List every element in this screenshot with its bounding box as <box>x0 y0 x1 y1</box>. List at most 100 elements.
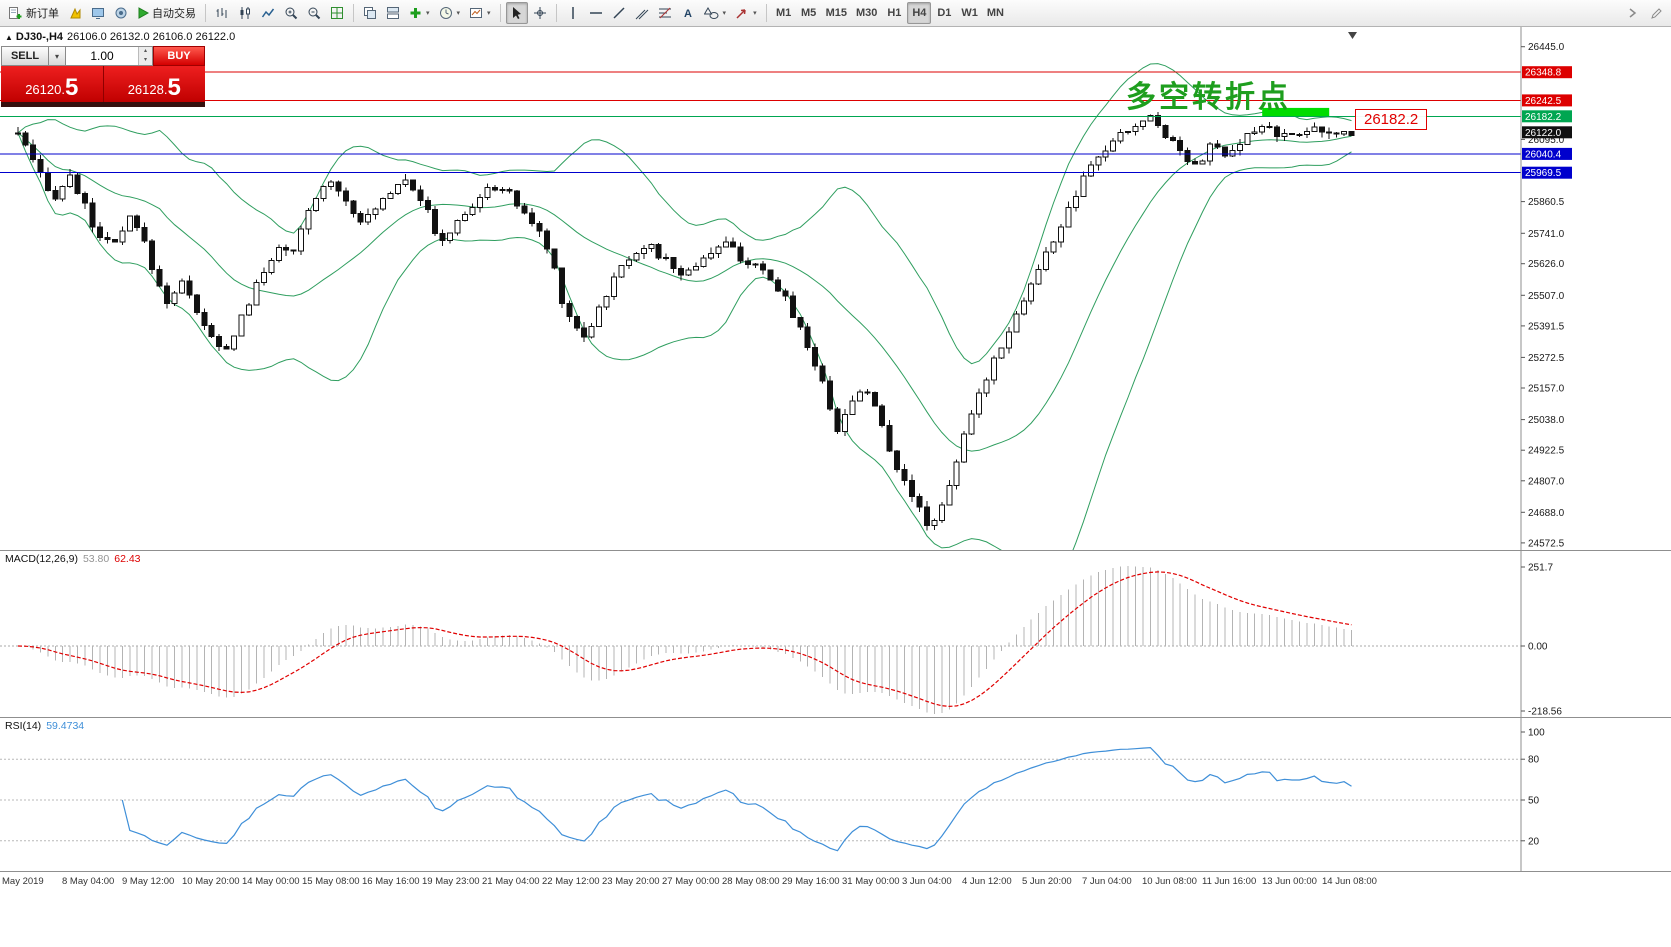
bar-chart-button[interactable] <box>211 2 233 24</box>
time-axis-label: 14 Jun 08:00 <box>1322 876 1377 887</box>
timeframe-button-d1[interactable]: D1 <box>932 2 956 24</box>
toolbar-more-icon <box>1629 8 1637 18</box>
line-chart-button[interactable] <box>257 2 279 24</box>
cursor-icon <box>513 7 522 19</box>
macd-indicator-label: MACD(12,26,9) 53.80 62.43 <box>5 553 141 565</box>
toolbar-more-button[interactable] <box>1622 2 1644 24</box>
dropdown-caret-icon: ▾ <box>456 10 461 17</box>
timeframe-button-mn[interactable]: MN <box>983 2 1008 24</box>
new-order-label: 新订单 <box>26 8 59 20</box>
volume-input-wrap: ▴ ▾ <box>66 46 153 66</box>
time-axis[interactable]: May 2019 8 May 04:00 9 May 12:00 10 May 20:… <box>0 871 1671 894</box>
chart-shift-marker[interactable] <box>1348 32 1357 39</box>
dropdown-caret-icon: ▾ <box>426 10 430 17</box>
svg-text:25626.0: 25626.0 <box>1528 259 1565 270</box>
price-callout-label[interactable]: 26182.2 <box>1355 109 1428 130</box>
time-axis-label: 7 Jun 04:00 <box>1082 876 1132 887</box>
buy-price-button[interactable]: 26128. 5 <box>103 66 205 102</box>
timeframe-button-w1[interactable]: W1 <box>957 2 982 24</box>
order-type-dropdown[interactable]: ▾ <box>49 46 66 66</box>
templates-button[interactable]: ▾ <box>465 2 495 24</box>
rsi-line <box>121 746 1352 852</box>
timeframe-button-m5[interactable]: M5 <box>797 2 821 24</box>
rsi-panel[interactable]: 100 80 50 20 <box>0 717 1671 871</box>
dropdown-caret-icon: ▾ <box>487 10 491 17</box>
zoom-in-icon <box>285 7 298 20</box>
time-axis-label: 14 May 00:00 <box>242 876 300 887</box>
arrange-windows-button[interactable] <box>382 2 404 24</box>
time-axis-label: 28 May 08:00 <box>722 876 780 887</box>
line-chart-icon <box>261 8 275 18</box>
highlight-zone[interactable] <box>1262 107 1330 117</box>
buy-button[interactable]: BUY <box>153 46 205 66</box>
time-axis-label: 15 May 08:00 <box>302 876 360 887</box>
svg-text:25272.5: 25272.5 <box>1528 353 1565 364</box>
time-axis-label: 27 May 00:00 <box>662 876 720 887</box>
rsi-axis[interactable]: 100 80 50 20 <box>1520 718 1545 871</box>
cascade-windows-button[interactable] <box>359 2 381 24</box>
shapes-icon <box>703 7 719 19</box>
new-order-button[interactable]: 新订单 <box>4 2 63 24</box>
sell-price-button[interactable]: 26120. 5 <box>1 66 104 102</box>
timeframe-button-m15[interactable]: M15 <box>822 2 851 24</box>
navigator-button[interactable] <box>110 2 132 24</box>
bar-chart-icon <box>216 8 227 18</box>
market-watch-button[interactable] <box>87 2 109 24</box>
candlestick-chart-icon <box>240 7 250 19</box>
svg-text:251.7: 251.7 <box>1528 563 1553 574</box>
time-axis-label: 5 Jun 20:00 <box>1022 876 1072 887</box>
svg-text:26348.8: 26348.8 <box>1525 68 1562 79</box>
periods-button[interactable]: ▾ <box>435 2 465 24</box>
rsi-name: RSI(14) <box>5 720 42 732</box>
candlestick-chart-button[interactable] <box>234 2 256 24</box>
dropdown-caret-icon: ▾ <box>753 10 757 17</box>
shapes-tool-button[interactable]: ▾ <box>700 2 731 24</box>
macd-axis[interactable]: 251.7 0.00 -218.56 <box>1520 551 1562 717</box>
macd-panel[interactable]: 251.7 0.00 -218.56 <box>0 550 1671 717</box>
arrows-tool-button[interactable]: ▾ <box>731 2 761 24</box>
volume-up-button[interactable]: ▴ <box>139 47 152 56</box>
rsi-indicator-label: RSI(14) 59.4734 <box>5 720 84 732</box>
cursor-tool-button[interactable] <box>505 2 528 24</box>
macd-name: MACD(12,26,9) <box>5 553 78 565</box>
indicators-button[interactable]: ▾ <box>405 2 434 24</box>
vertical-line-tool-button[interactable] <box>562 2 584 24</box>
autotrading-button[interactable]: 自动交易 <box>133 2 200 24</box>
zoom-out-button[interactable] <box>303 2 325 24</box>
timeframe-button-m30[interactable]: M30 <box>852 2 881 24</box>
tile-windows-button[interactable] <box>326 2 348 24</box>
vertical-line-icon <box>571 7 574 19</box>
zoom-in-button[interactable] <box>280 2 302 24</box>
trade-panel-footer <box>1 102 205 107</box>
text-tool-button[interactable]: A <box>677 2 699 24</box>
timeframe-button-h1[interactable]: H1 <box>882 2 906 24</box>
svg-text:26095.0: 26095.0 <box>1528 135 1565 146</box>
time-axis-label: 29 May 16:00 <box>782 876 840 887</box>
clock-icon <box>439 7 452 19</box>
timeframe-button-h4[interactable]: H4 <box>907 2 932 24</box>
cascade-windows-icon <box>364 7 376 19</box>
macd-signal-line <box>17 571 1352 708</box>
time-axis-label: May 2019 <box>2 876 44 887</box>
price-badge: 26348.8 <box>1522 66 1572 79</box>
trendline-tool-button[interactable] <box>608 2 630 24</box>
time-axis-label: 21 May 04:00 <box>482 876 540 887</box>
timeframe-group: M1 M5 M15 M30 H1 H4 D1 W1 MN <box>772 2 1008 24</box>
horizontal-lines[interactable] <box>0 71 1521 174</box>
volume-input[interactable] <box>66 47 138 65</box>
time-axis-label: 31 May 00:00 <box>842 876 900 887</box>
price-axis[interactable]: 26445.0 26095.0 25860.5 25741.0 25626.0 25507… <box>1520 27 1572 550</box>
sell-button[interactable]: SELL <box>1 46 49 66</box>
main-chart[interactable]: 26445.0 26095.0 25860.5 25741.0 25626.0 25507… <box>0 27 1671 550</box>
fibonacci-tool-button[interactable] <box>654 2 676 24</box>
edit-button[interactable] <box>1645 2 1667 24</box>
new-chart-button[interactable] <box>64 2 86 24</box>
time-axis-label: 23 May 20:00 <box>602 876 660 887</box>
crosshair-tool-button[interactable] <box>529 2 551 24</box>
horizontal-line-tool-button[interactable] <box>585 2 607 24</box>
one-click-toggle[interactable]: ▲ <box>5 33 13 42</box>
volume-down-button[interactable]: ▾ <box>139 56 152 65</box>
timeframe-button-m1[interactable]: M1 <box>772 2 796 24</box>
channel-tool-button[interactable] <box>631 2 653 24</box>
turning-point-annotation[interactable]: 多空转折点 <box>1126 80 1291 115</box>
